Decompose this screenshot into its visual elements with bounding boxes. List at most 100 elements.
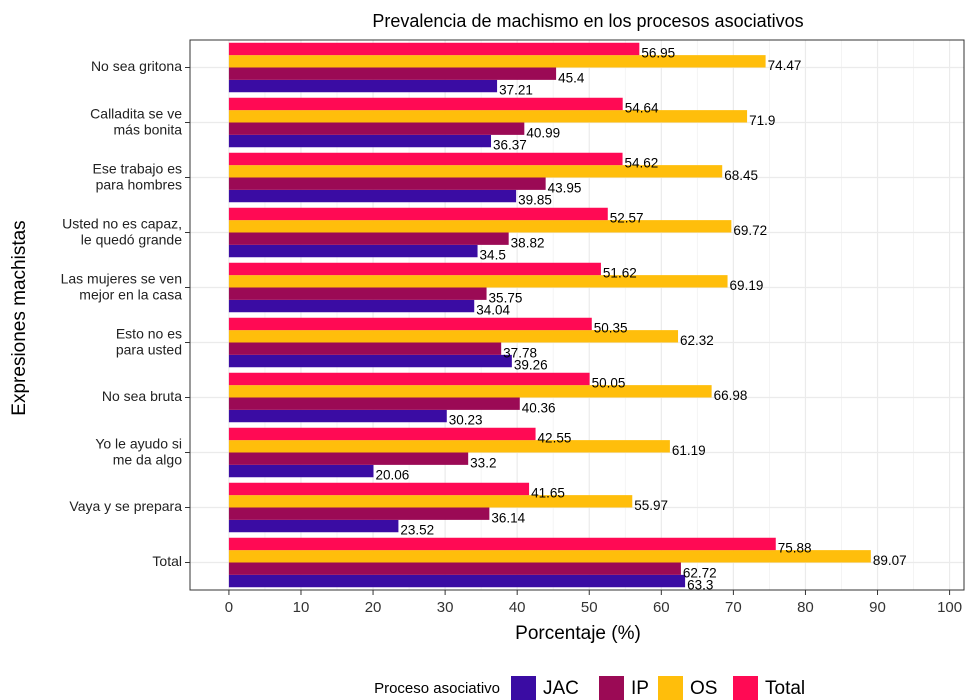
value-label: 43.95 — [548, 180, 582, 195]
x-tick-label: 20 — [365, 599, 382, 616]
bar — [228, 262, 601, 276]
value-label: 63.3 — [687, 578, 713, 593]
y-tick-label: Usted no es capaz, le quedó grande — [62, 215, 182, 247]
y-tick-label: Vaya y se prepara — [69, 498, 182, 514]
value-label: 37.78 — [503, 345, 537, 360]
value-label: 55.97 — [634, 498, 668, 513]
value-label: 69.72 — [733, 223, 767, 238]
bar — [228, 397, 520, 410]
bar — [228, 317, 592, 331]
bar — [228, 452, 469, 465]
bar — [228, 220, 732, 233]
bar — [228, 189, 517, 203]
value-label: 33.2 — [470, 455, 496, 470]
bar — [228, 275, 728, 288]
bar — [228, 464, 374, 478]
legend-label: Total — [765, 678, 805, 699]
value-label: 40.36 — [522, 400, 556, 415]
legend-swatch — [599, 676, 624, 700]
bar — [228, 482, 530, 496]
x-axis-title: Porcentaje (%) — [515, 623, 641, 644]
bar — [228, 244, 478, 258]
value-label: 71.9 — [749, 113, 775, 128]
value-label: 34.04 — [476, 303, 510, 318]
bar — [228, 495, 633, 508]
chart-title: Prevalencia de machismo en los procesos … — [372, 11, 803, 31]
bar — [228, 507, 490, 520]
bar — [228, 372, 590, 386]
value-label: 54.64 — [625, 101, 659, 116]
value-label: 40.99 — [526, 125, 560, 140]
bar — [228, 55, 766, 68]
x-tick-label: 40 — [509, 599, 526, 616]
bar — [228, 537, 776, 551]
bar — [228, 177, 546, 190]
x-tick-label: 60 — [653, 599, 670, 616]
legend-label: IP — [631, 678, 649, 699]
y-tick-label: Calladita se ve más bonita — [90, 105, 182, 137]
bar — [228, 574, 686, 588]
legend-label: OS — [690, 678, 717, 699]
bar — [228, 385, 712, 398]
x-tick-label: 10 — [293, 599, 310, 616]
x-tick-label: 90 — [869, 599, 886, 616]
value-label: 62.72 — [683, 565, 717, 580]
value-label: 89.07 — [873, 553, 907, 568]
legend-swatch — [733, 676, 758, 700]
value-label: 34.5 — [480, 248, 506, 263]
value-label: 37.21 — [499, 83, 533, 98]
bar — [228, 550, 871, 563]
value-label: 66.98 — [714, 388, 748, 403]
value-label: 38.82 — [511, 235, 545, 250]
bar — [228, 354, 512, 368]
value-label: 61.19 — [672, 443, 706, 458]
legend-swatch — [658, 676, 683, 700]
bar — [228, 519, 399, 533]
value-label: 68.45 — [724, 168, 758, 183]
value-label: 56.95 — [641, 46, 675, 61]
value-label: 75.88 — [778, 541, 812, 556]
x-tick-label: 50 — [581, 599, 598, 616]
value-label: 41.65 — [531, 486, 565, 501]
bar — [228, 42, 640, 56]
bar — [228, 97, 623, 111]
value-label: 39.85 — [518, 193, 552, 208]
bar — [228, 427, 536, 441]
value-label: 62.32 — [680, 333, 714, 348]
y-tick-label: Las mujeres se ven mejor en la casa — [61, 270, 183, 302]
value-label: 45.4 — [558, 70, 585, 85]
bar — [228, 152, 623, 166]
x-tick-label: 0 — [225, 599, 233, 616]
panel-border — [189, 39, 965, 591]
value-label: 23.52 — [400, 523, 434, 538]
value-label: 39.26 — [514, 358, 548, 373]
bar — [228, 79, 498, 93]
value-label: 36.37 — [493, 138, 527, 153]
y-tick-label: Total — [152, 553, 182, 569]
x-tick-label: 80 — [797, 599, 814, 616]
bar — [228, 562, 681, 575]
value-label: 50.05 — [592, 376, 626, 391]
value-label: 54.62 — [625, 156, 659, 171]
bar — [228, 409, 447, 423]
value-label: 52.57 — [610, 211, 644, 226]
x-tick-label: 70 — [725, 599, 742, 616]
bar — [228, 299, 475, 313]
bar — [228, 232, 509, 245]
x-tick-label: 30 — [437, 599, 454, 616]
bar — [228, 110, 748, 123]
y-tick-label: Esto no es para usted — [116, 325, 182, 357]
legend-title: Proceso asociativo — [374, 680, 500, 697]
bar — [228, 330, 679, 343]
value-label: 50.35 — [594, 321, 628, 336]
y-tick-label: Yo le ayudo si me da algo — [95, 435, 182, 467]
bar — [228, 165, 723, 178]
legend-swatch — [511, 676, 536, 700]
value-label: 30.23 — [449, 413, 483, 428]
y-axis-title: Expresiones machistas — [9, 220, 30, 415]
value-label: 69.19 — [730, 278, 764, 293]
bar — [228, 207, 608, 221]
value-label: 42.55 — [538, 431, 572, 446]
bar — [228, 287, 487, 300]
